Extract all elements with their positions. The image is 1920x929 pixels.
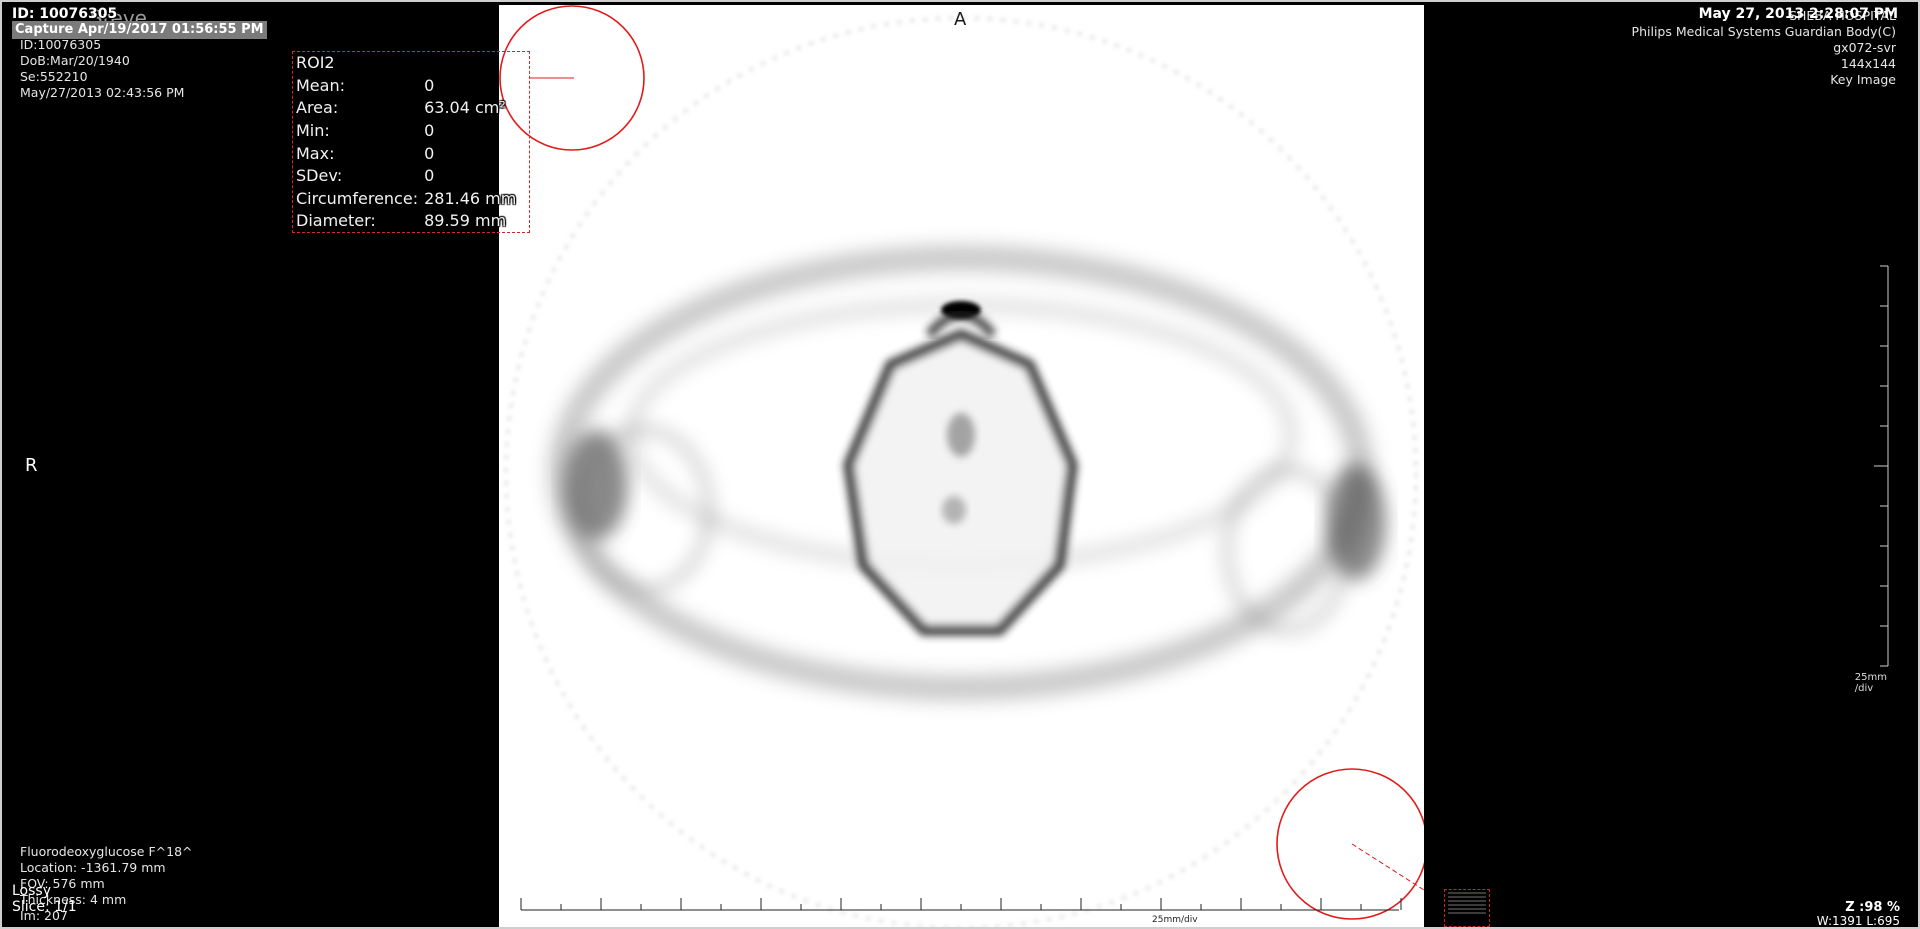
roi-label: SDev: (296, 166, 343, 186)
roi-label: Circumference: (296, 188, 419, 208)
study-date: May/27/2013 02:43:56 PM (20, 85, 185, 100)
vertical-scale-unit: 25mm (1854, 672, 1887, 683)
mini-line (1448, 912, 1486, 914)
mini-line (1448, 892, 1486, 894)
roi-row-circumference: Circumference: 281.46 mm (296, 188, 516, 211)
capture-label: Capture Apr/19/2017 01:56:55 PM (12, 21, 267, 39)
roi-value: 0 (424, 166, 435, 186)
mini-line (1448, 904, 1486, 906)
window-level-indicator: W:1391 L:695 (1816, 914, 1900, 928)
fov-ring (504, 16, 1418, 927)
zoom-indicator: Z :98 % (1845, 900, 1900, 915)
roi-name: ROI2 (296, 53, 335, 73)
central-uptake-upper (947, 413, 975, 457)
roi-row-mean: Mean: 0 (296, 75, 516, 98)
roi-leader-line-bottom (1351, 843, 1424, 891)
roi-value: 89.59 mm (424, 211, 507, 231)
slice-indicator: Slice: 1/1 (12, 899, 77, 915)
roi-row-min: Min: 0 (296, 120, 516, 143)
patient-id-header: ID: 10076305 (12, 6, 118, 22)
vertical-scale-label: 25mm /div (1855, 672, 1887, 694)
acquisition-info-overlay: Fluorodeoxyglucose F^18^ Location: -1361… (20, 844, 193, 924)
key-image-label: Key Image (1830, 72, 1896, 87)
orientation-anterior: A (954, 9, 967, 30)
institution-info-overlay: SHEBA HOSPITAL Philips Medical Systems G… (1632, 8, 1896, 88)
orientation-right: R (25, 455, 38, 476)
horizontal-scale-label: 25mm/div (1152, 915, 1198, 925)
mini-line (1448, 908, 1486, 910)
central-organ-ring (843, 329, 1078, 636)
vertical-scale-div: /div (1854, 683, 1874, 694)
roi-row-max: Max: 0 (296, 142, 516, 165)
roi-circle-top[interactable] (499, 5, 645, 151)
roi-statistics-table: ROI2 Mean: 0 Area: 63.04 cm² Min: 0 Max: 0 S… (296, 52, 516, 233)
central-uptake-lower (942, 496, 966, 524)
slice-location: Location: -1361.79 mm (20, 860, 166, 875)
device-name: Philips Medical Systems Guardian Body(C) (1631, 24, 1896, 39)
roi-statistics-panel[interactable]: ROI2 Mean: 0 Area: 63.04 cm² Min: 0 Max: 0 S… (292, 51, 530, 233)
lossy-label: Lossy (12, 883, 51, 899)
roi-label: Area: (296, 98, 339, 118)
matrix-size: 144x144 (1840, 56, 1896, 71)
field-of-view: FOV: 576 mm (20, 876, 105, 891)
horizontal-scale-ruler (520, 898, 1402, 911)
vertical-scale-ruler (1874, 265, 1889, 667)
roi-label: Max: (296, 143, 335, 163)
roi-value: 281.46 mm (424, 188, 517, 208)
timestamp-header: May 27, 2013 2:28:07 PM (1698, 6, 1898, 22)
mini-line (1448, 896, 1486, 898)
date-of-birth: DoB:Mar/20/1940 (20, 53, 130, 68)
roi-label: Diameter: (296, 211, 376, 231)
hospital-name: SHEBA HOSPITAL (1789, 8, 1896, 23)
patient-info-overlay: ID:10076305 DoB:Mar/20/1940 Se:552210 Ma… (20, 37, 184, 101)
left-arm-uptake (1326, 464, 1386, 580)
tracer-name: Fluorodeoxyglucose F^18^ (20, 844, 193, 859)
roi-label: Min: (296, 121, 330, 141)
roi-row-area: Area: 63.04 cm² (296, 97, 516, 120)
roi-row-sdev: SDev: 0 (296, 165, 516, 188)
slice-thickness: Thickness: 4 mm (20, 892, 127, 907)
pet-axial-slice-image[interactable] (499, 5, 1424, 929)
roi-value: 0 (424, 75, 435, 95)
right-arm-uptake (564, 430, 628, 540)
patient-id: ID:10076305 (20, 37, 102, 52)
mini-line (1448, 900, 1486, 902)
image-number: Im: 207 (20, 908, 68, 923)
roi-value: 0 (424, 121, 435, 141)
roi-row-diameter: Diameter: 89.59 mm (296, 210, 516, 233)
station-name: gx072-svr (1833, 40, 1896, 55)
roi-circle-bottom[interactable] (1276, 768, 1424, 920)
roi-label: Mean: (296, 75, 345, 95)
right-arm-contour (574, 425, 714, 595)
left-arm-contour (1222, 465, 1352, 635)
roi-value: 0 (424, 143, 435, 163)
pet-image-viewport[interactable] (499, 5, 1424, 929)
hot-spot-arc (925, 310, 997, 339)
series-number: Se:552210 (20, 69, 88, 84)
roi-value: 63.04 cm² (424, 98, 506, 118)
roi-mini-panel[interactable] (1444, 889, 1490, 927)
